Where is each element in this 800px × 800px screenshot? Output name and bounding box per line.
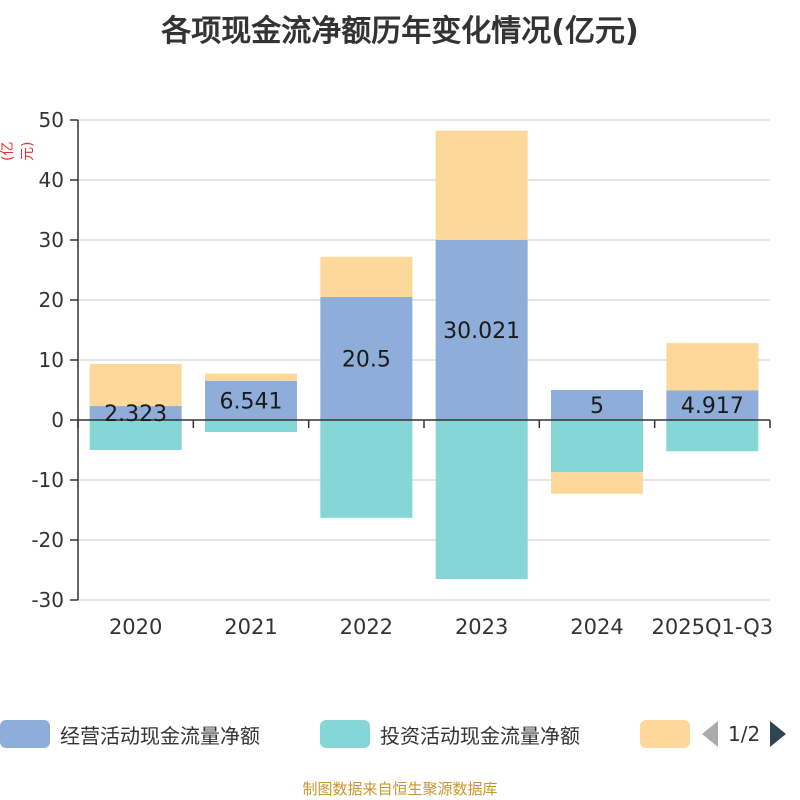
chart-area: 50 40 30 20 10 0 -10 -20 -30 2020 2021 2022 2023 202…	[31, 108, 774, 639]
legend-label-investing: 投资活动现金流量净额	[380, 723, 580, 748]
bar-operating-2025Q1-Q3	[666, 390, 759, 420]
bar-financing-2022	[320, 256, 413, 297]
y-tick-label: -10	[31, 468, 64, 492]
x-tick-label-2024: 2024	[570, 615, 623, 639]
data-label-2020: 2.323	[104, 402, 167, 427]
bar-operating-2024	[551, 390, 643, 420]
x-tick-label-2020: 2020	[109, 615, 162, 639]
bar-operating-2020	[89, 406, 182, 420]
x-tick-label-2021: 2021	[224, 615, 277, 639]
y-tick-label: 50	[39, 108, 64, 132]
data-label-2023: 30.021	[443, 319, 520, 344]
data-source-note: 制图数据来自恒生聚源数据库	[302, 780, 498, 798]
legend-label-operating: 经营活动现金流量净额	[60, 723, 260, 748]
bar-financing-2023	[435, 130, 528, 240]
y-tick-label: -20	[31, 528, 64, 552]
data-label-2022: 20.5	[342, 348, 391, 373]
legend-item-investing[interactable]: 投资活动现金流量净额	[320, 716, 580, 752]
bar-investing-2021	[205, 420, 297, 432]
legend-page-indicator: 1/2	[728, 722, 761, 746]
bar-financing-2024	[551, 472, 643, 494]
x-tick-label-2022: 2022	[340, 615, 393, 639]
data-label-2025Q1-Q3: 4.917	[681, 394, 744, 419]
legend-swatch-investing	[320, 720, 370, 748]
legend-pager: 1/2	[700, 716, 788, 752]
legend: 经营活动现金流量净额 投资活动现金流量净额 1/2	[0, 716, 800, 752]
y-tick-label: 40	[39, 168, 64, 192]
bar-investing-2022	[320, 420, 413, 518]
y-tick-label: -30	[31, 588, 64, 612]
y-tick-label: 0	[51, 408, 64, 432]
legend-swatch-operating	[0, 720, 50, 748]
x-tick-label-2025Q1-Q3: 2025Q1-Q3	[652, 615, 774, 639]
legend-item-operating[interactable]: 经营活动现金流量净额	[0, 716, 260, 752]
data-label-2024: 5	[590, 394, 604, 419]
bar-financing-2020	[89, 364, 182, 407]
chart-title: 各项现金流净额历年变化情况(亿元)	[161, 14, 639, 49]
y-tick-label: 20	[39, 288, 64, 312]
bar-financing-2021	[205, 373, 297, 381]
bar-operating-2022	[320, 297, 413, 420]
x-tick-label-2023: 2023	[455, 615, 508, 639]
bar-investing-2020	[89, 420, 182, 450]
triangle-left-icon[interactable]	[700, 720, 720, 748]
legend-swatch-financing	[640, 720, 690, 748]
data-label-2021: 6.541	[220, 389, 283, 414]
bar-financing-2025Q1-Q3	[666, 343, 759, 391]
bar-operating-2023	[435, 239, 528, 420]
legend-item-financing[interactable]	[640, 716, 690, 752]
bar-investing-2023	[435, 420, 528, 579]
y-tick-label: 30	[39, 228, 64, 252]
triangle-right-icon[interactable]	[768, 720, 788, 748]
bar-operating-2021	[205, 380, 297, 420]
bar-investing-2025Q1-Q3	[666, 420, 759, 452]
bar-investing-2024	[551, 420, 643, 473]
y-tick-label: 10	[39, 348, 64, 372]
